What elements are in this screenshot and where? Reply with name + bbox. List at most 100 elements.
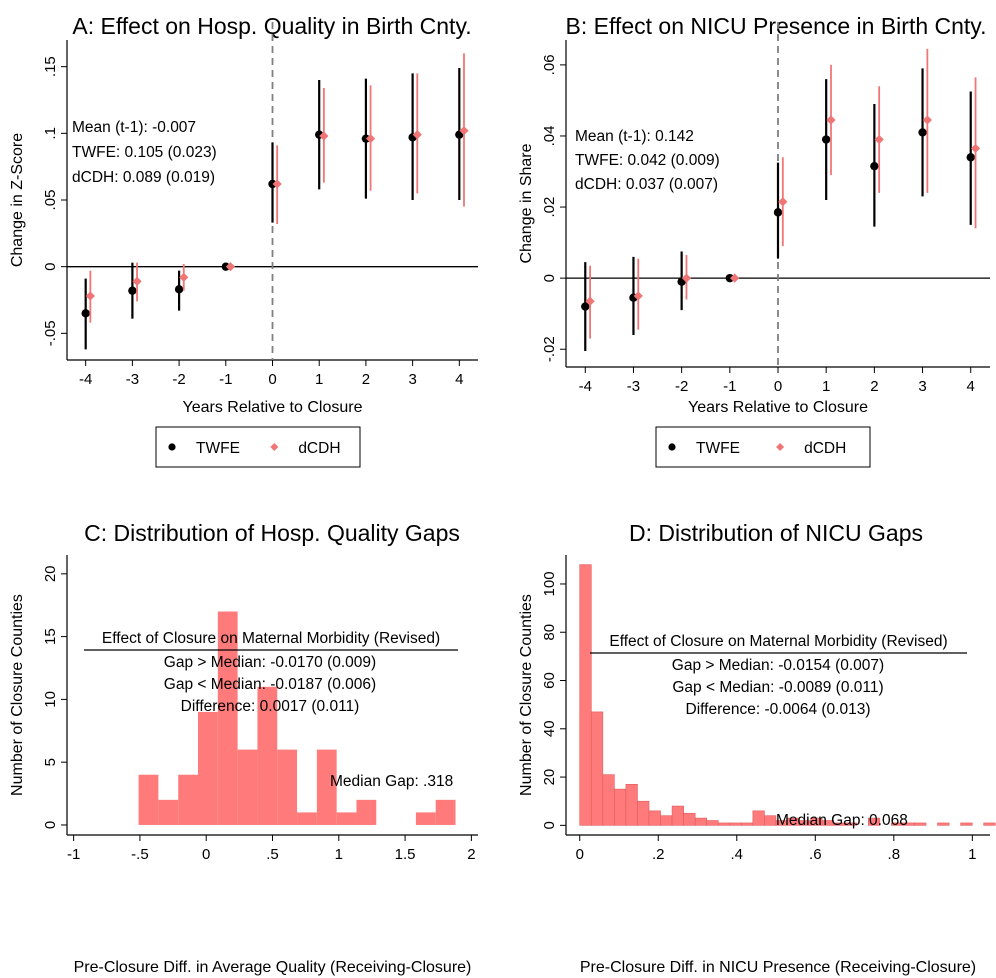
point-marker <box>581 302 590 311</box>
point-marker <box>132 276 142 286</box>
x-tick-label: 0 <box>268 371 276 388</box>
annotation-text: Mean (t-1): -0.007 <box>72 119 196 136</box>
histogram-bar <box>138 774 159 825</box>
series-dcdh <box>85 53 469 323</box>
y-tick-label: .1 <box>42 127 59 140</box>
y-tick-label: .15 <box>42 56 59 77</box>
y-tick-label: 0 <box>42 821 59 829</box>
x-tick-label: -1 <box>723 378 736 395</box>
series-twfe <box>81 68 464 350</box>
histogram-bar <box>867 817 881 826</box>
histogram-bar <box>717 822 731 826</box>
point-marker <box>365 134 376 144</box>
series-dcdh <box>585 48 981 339</box>
x-tick-label: -.5 <box>131 846 149 863</box>
histogram-bar <box>752 810 765 826</box>
point-marker <box>459 126 469 136</box>
histogram-bar <box>694 817 708 826</box>
x-tick-label: 2 <box>362 371 370 388</box>
panel-d: D: Distribution of NICU Gaps 0 20 40 60 80 100… <box>518 520 996 976</box>
histogram-bar <box>257 686 278 825</box>
legend-marker-twfe <box>168 443 176 451</box>
x-tick-label: 1.5 <box>395 846 416 863</box>
y-tick-label: .05 <box>42 190 59 211</box>
y-tick-label: 20 <box>42 565 59 582</box>
point-marker <box>725 273 735 283</box>
x-tick-label: 1 <box>315 371 323 388</box>
y-tick-label: 15 <box>42 628 59 645</box>
series-twfe <box>581 68 975 352</box>
histogram-bar <box>316 749 337 825</box>
histogram-bar <box>336 812 357 825</box>
y-tick-label: -.05 <box>42 320 59 346</box>
x-tick-label: -1 <box>67 846 80 863</box>
histogram-bar <box>178 774 199 825</box>
histogram-bar <box>671 805 684 826</box>
x-tick-label: 4 <box>455 371 463 388</box>
point-marker <box>179 272 189 282</box>
x-tick-label: -4 <box>79 371 92 388</box>
legend-marker-dcdh <box>776 443 785 451</box>
results-line: Difference: 0.0017 (0.011) <box>181 698 360 715</box>
legend-label: TWFE <box>196 440 240 457</box>
results-box-title: Effect of Closure on Maternal Morbidity … <box>102 630 440 647</box>
point-marker <box>128 286 137 295</box>
histogram-bar <box>648 810 661 826</box>
x-tick-label: .6 <box>809 846 822 863</box>
point-marker <box>826 115 836 125</box>
point-marker <box>821 135 831 144</box>
legend: TWFE dCDH <box>655 426 871 468</box>
x-tick-label: -4 <box>579 378 592 395</box>
y-tick-label: 10 <box>42 691 59 708</box>
point-marker <box>319 131 329 141</box>
point-marker <box>870 161 879 171</box>
x-tick-label: -1 <box>219 371 232 388</box>
x-tick-label: 2 <box>870 378 878 395</box>
histogram-bar <box>764 815 777 826</box>
legend: TWFE dCDH <box>155 426 361 468</box>
point-marker <box>174 285 184 294</box>
legend-label: dCDH <box>298 440 340 457</box>
histogram-bars <box>579 564 996 826</box>
histogram-bar <box>625 784 638 826</box>
x-tick-label: -3 <box>627 378 640 395</box>
x-tick-label: 2 <box>467 846 475 863</box>
x-tick-label: 3 <box>918 378 926 395</box>
histogram-bar <box>579 564 592 826</box>
point-marker <box>874 134 884 145</box>
histogram-bar <box>277 749 298 825</box>
histogram-bar <box>937 822 950 826</box>
results-line: Gap > Median: -0.0170 (0.009) <box>164 654 376 671</box>
point-marker <box>268 179 277 189</box>
x-tick-label: .2 <box>652 846 665 863</box>
panel-b: B: Effect on NICU Presence in Birth Cnty… <box>518 13 990 468</box>
point-marker <box>922 115 932 125</box>
point-marker <box>918 128 927 137</box>
results-line: Gap > Median: -0.0154 (0.007) <box>672 657 884 674</box>
y-tick-label: .04 <box>541 126 558 147</box>
histogram-bar <box>637 800 650 826</box>
histogram-bar <box>741 822 754 826</box>
y-tick-label: 60 <box>541 672 558 689</box>
annotation-text: TWFE: 0.042 (0.009) <box>575 152 720 169</box>
x-tick-label: 3 <box>408 371 416 388</box>
y-tick-label: -.02 <box>541 336 558 362</box>
y-tick-label: 0 <box>42 262 59 270</box>
legend-marker-dcdh <box>270 443 279 451</box>
legend-box <box>655 426 871 468</box>
x-tick-label: .4 <box>731 846 744 863</box>
histogram-bar <box>297 812 317 825</box>
results-box-title: Effect of Closure on Maternal Morbidity … <box>609 633 947 650</box>
x-axis-label: Pre-Closure Diff. in NICU Presence (Rece… <box>580 959 976 976</box>
histogram-bar <box>983 822 996 826</box>
x-tick-label: 1 <box>822 378 830 395</box>
median-gap-label: Median Gap: 0.068 <box>776 812 908 829</box>
point-marker <box>85 291 95 301</box>
histogram-bar <box>356 799 377 825</box>
x-tick-label: 4 <box>967 378 975 395</box>
y-axis-label: Number of Closure Counties <box>518 594 535 796</box>
point-marker <box>966 153 975 162</box>
point-marker <box>225 262 236 272</box>
annotation-text: dCDH: 0.037 (0.007) <box>575 176 718 193</box>
